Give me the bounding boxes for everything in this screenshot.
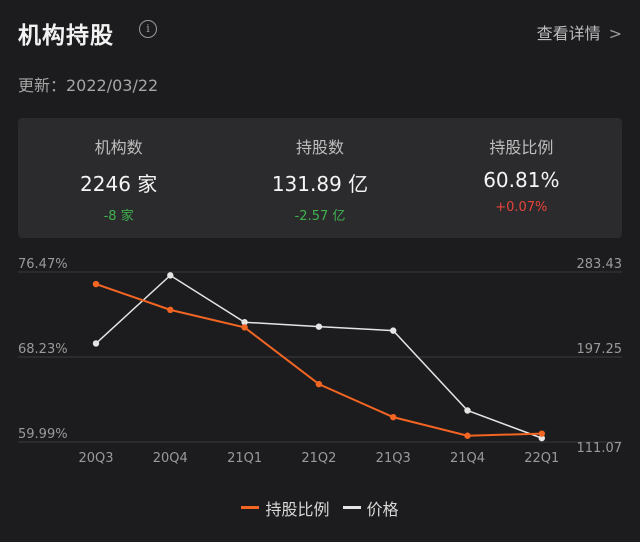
stats-card: 机构数 2246 家 -8 家 持股数 131.89 亿 -2.57 亿 持股比… — [18, 118, 622, 238]
x-tick-label: 21Q1 — [227, 451, 262, 466]
data-point-ratio — [167, 306, 174, 314]
data-point-ratio — [315, 380, 323, 388]
data-point-ratio — [390, 413, 397, 421]
data-point-ratio — [92, 280, 100, 288]
stat-shares: 持股数 131.89 亿 -2.57 亿 — [219, 118, 420, 238]
data-point-price — [167, 272, 174, 279]
stat-label: 持股比例 — [489, 138, 554, 157]
legend-label: 持股比例 — [265, 499, 330, 519]
stat-label: 机构数 — [94, 138, 143, 157]
stat-value: 131.89 亿 — [271, 172, 369, 196]
x-tick-label: 21Q4 — [450, 451, 485, 466]
stat-value: 60.81% — [483, 168, 560, 192]
legend-label: 价格 — [366, 499, 399, 519]
data-point-price — [92, 340, 100, 347]
view-details-link[interactable]: 查看详情 > — [537, 20, 622, 44]
holding-chart: 76.47% 68.23% 59.99% 283.43 197.25 111.07 20Q3… — [18, 257, 623, 466]
data-point-price — [464, 407, 471, 414]
stat-change: -8 家 — [103, 209, 134, 224]
stat-change: -2.57 亿 — [294, 209, 346, 224]
right-tick-label: 111.07 — [577, 441, 623, 456]
right-tick-label: 283.43 — [577, 257, 623, 272]
x-tick-label: 22Q1 — [524, 451, 559, 466]
info-icon[interactable]: i — [139, 20, 157, 38]
view-details-label: 查看详情 — [536, 24, 601, 43]
x-tick-label: 21Q3 — [376, 451, 411, 466]
legend-swatch-price — [342, 506, 361, 509]
stat-holding-ratio: 持股比例 60.81% +0.07% — [421, 118, 622, 238]
left-tick-label: 68.23% — [18, 342, 68, 357]
data-point-price — [538, 434, 545, 442]
updated-date: 更新：2022/03/22 — [18, 76, 159, 95]
stat-value: 2246 家 — [80, 172, 158, 196]
data-point-ratio — [241, 324, 248, 331]
left-tick-label: 76.47% — [18, 257, 68, 272]
right-tick-label: 197.25 — [577, 342, 623, 357]
legend-item-ratio[interactable]: 持股比例 — [241, 496, 329, 520]
chart-legend: 持股比例 价格 — [0, 494, 640, 520]
data-point-price — [315, 323, 323, 330]
x-tick-label: 21Q2 — [301, 451, 336, 466]
left-tick-label: 59.99% — [18, 427, 68, 442]
data-point-price — [390, 327, 397, 334]
data-point-price — [241, 319, 248, 326]
legend-swatch-ratio — [241, 506, 260, 509]
x-tick-label: 20Q3 — [78, 451, 113, 466]
page-title: 机构持股 — [18, 23, 114, 49]
data-point-ratio — [538, 430, 545, 437]
legend-item-price[interactable]: 价格 — [342, 496, 399, 520]
stat-change: +0.07% — [495, 200, 548, 215]
header: 机构持股 i 查看详情 > — [18, 14, 622, 54]
stat-label: 持股数 — [295, 138, 344, 157]
chevron-right-icon: > — [608, 24, 622, 43]
x-tick-label: 20Q4 — [153, 451, 188, 466]
stat-institutions: 机构数 2246 家 -8 家 — [18, 118, 219, 238]
data-point-ratio — [464, 432, 471, 439]
